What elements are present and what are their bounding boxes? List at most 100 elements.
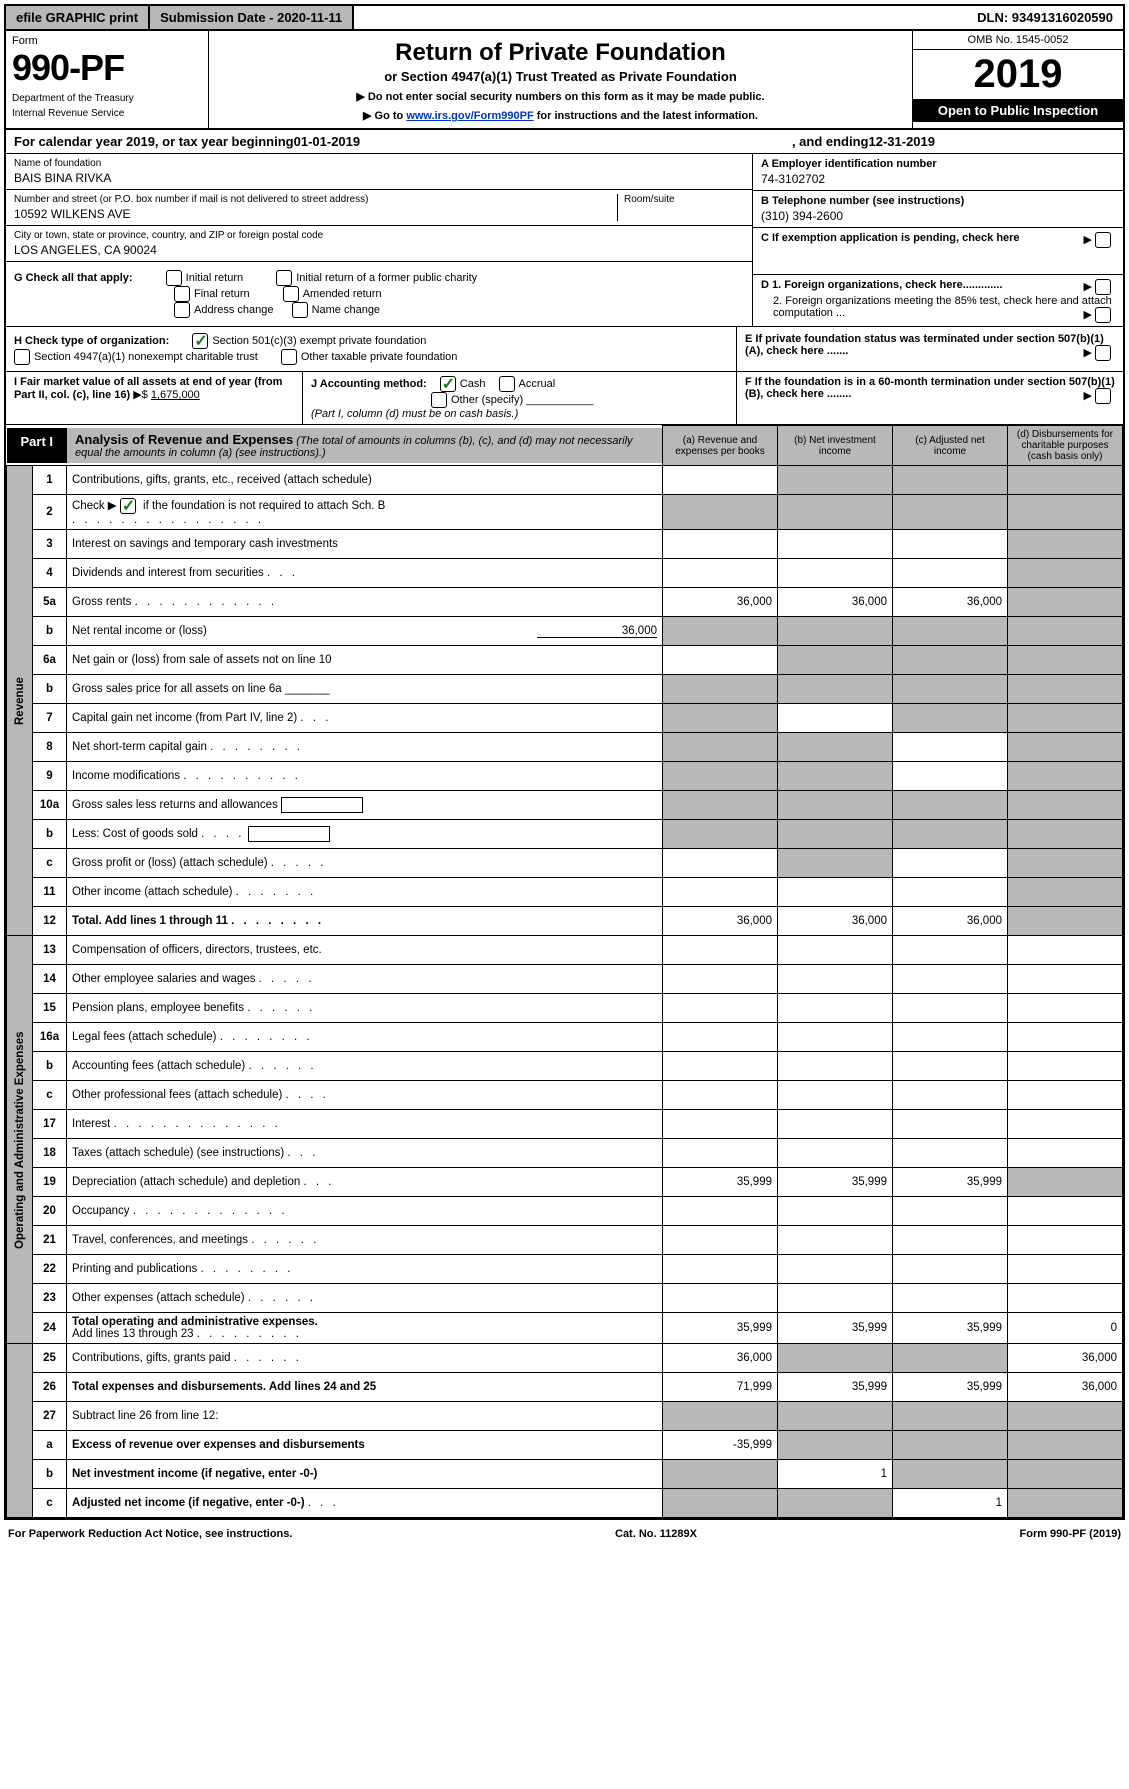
j-label: J Accounting method: [311, 378, 427, 390]
r16b-n: b [33, 1052, 67, 1081]
name-label: Name of foundation [14, 158, 744, 169]
r27-n: 27 [33, 1402, 67, 1431]
cash-check[interactable] [440, 376, 456, 392]
r19-n: 19 [33, 1168, 67, 1197]
name-change-check[interactable] [292, 302, 308, 318]
r26-d: Total expenses and disbursements. Add li… [67, 1373, 663, 1402]
r12-b: 36,000 [778, 907, 893, 936]
r1-n: 1 [33, 466, 67, 495]
initial-return-check[interactable] [166, 270, 182, 286]
address-change-check[interactable] [174, 302, 190, 318]
note-ssn: ▶ Do not enter social security numbers o… [219, 90, 902, 103]
r10a-d: Gross sales less returns and allowances [67, 791, 663, 820]
footer-mid: Cat. No. 11289X [615, 1528, 697, 1540]
r13-d: Compensation of officers, directors, tru… [67, 936, 663, 965]
r9-n: 9 [33, 762, 67, 791]
r10b-d: Less: Cost of goods sold . . . . [67, 820, 663, 849]
g-opt-4: Address change [194, 304, 274, 316]
info-left: Name of foundation BAIS BINA RIVKA Numbe… [6, 154, 752, 326]
r27-d: Subtract line 26 from line 12: [67, 1402, 663, 1431]
f-check[interactable] [1095, 388, 1111, 404]
submission-date: Submission Date - 2020-11-11 [150, 6, 354, 29]
d2-label: 2. Foreign organizations meeting the 85%… [773, 295, 1112, 319]
r4-d: Dividends and interest from securities .… [67, 559, 663, 588]
i-arrow: ▶$ [133, 389, 148, 401]
note-goto-pre: ▶ Go to [363, 110, 406, 122]
r3-d: Interest on savings and temporary cash i… [67, 530, 663, 559]
r5a-b: 36,000 [778, 588, 893, 617]
accrual-check[interactable] [499, 376, 515, 392]
r11-d: Other income (attach schedule) . . . . .… [67, 878, 663, 907]
expenses-label: Operating and Administrative Expenses [7, 936, 33, 1344]
city-value: LOS ANGELES, CA 90024 [14, 243, 744, 257]
e-check[interactable] [1095, 345, 1111, 361]
r14-n: 14 [33, 965, 67, 994]
r16c-d: Other professional fees (attach schedule… [67, 1081, 663, 1110]
amended-check[interactable] [283, 286, 299, 302]
ein-value: 74-3102702 [761, 172, 1115, 186]
r19-c: 35,999 [893, 1168, 1008, 1197]
r22-n: 22 [33, 1255, 67, 1284]
other-check[interactable] [431, 392, 447, 408]
header-center: Return of Private Foundation or Section … [209, 31, 912, 128]
form-word: Form [12, 35, 202, 47]
c-check[interactable] [1095, 232, 1111, 248]
r27c-c: 1 [893, 1489, 1008, 1518]
r5a-c: 36,000 [893, 588, 1008, 617]
r24-d: 0 [1008, 1313, 1123, 1344]
j-cell: J Accounting method: Cash Accrual Other … [303, 372, 736, 424]
r13-n: 13 [33, 936, 67, 965]
r20-d: Occupancy . . . . . . . . . . . . . [67, 1197, 663, 1226]
r15-d: Pension plans, employee benefits . . . .… [67, 994, 663, 1023]
r26-n: 26 [33, 1373, 67, 1402]
e-label: E If private foundation status was termi… [745, 333, 1104, 357]
i-value: 1,675,000 [151, 389, 200, 401]
part1-header-row: Part I Analysis of Revenue and Expenses … [7, 426, 1123, 466]
cal-begin: 01-01-2019 [294, 134, 361, 149]
d-cell: D 1. Foreign organizations, check here..… [753, 275, 1123, 323]
cal-end: 12-31-2019 [869, 134, 936, 149]
r20-n: 20 [33, 1197, 67, 1226]
j-accrual: Accrual [519, 378, 556, 390]
g-opt-3: Amended return [303, 288, 382, 300]
name-cell: Name of foundation BAIS BINA RIVKA [6, 154, 752, 190]
r25-a: 36,000 [663, 1344, 778, 1373]
footer: For Paperwork Reduction Act Notice, see … [0, 1524, 1129, 1544]
r7-n: 7 [33, 704, 67, 733]
r16a-d: Legal fees (attach schedule) . . . . . .… [67, 1023, 663, 1052]
d1-check[interactable] [1095, 279, 1111, 295]
r5a-d: Gross rents . . . . . . . . . . . . [67, 588, 663, 617]
h-other-check[interactable] [281, 349, 297, 365]
part1-table: Part I Analysis of Revenue and Expenses … [6, 425, 1123, 1518]
sch-b-check[interactable] [120, 498, 136, 514]
r24-n: 24 [33, 1313, 67, 1344]
h-501c3-check[interactable] [192, 333, 208, 349]
r12-n: 12 [33, 907, 67, 936]
g-row: G Check all that apply: Initial return I… [6, 262, 752, 326]
phone-label: B Telephone number (see instructions) [761, 195, 1115, 207]
form-number: 990-PF [12, 47, 202, 89]
header-left: Form 990-PF Department of the Treasury I… [6, 31, 209, 128]
r26-b: 35,999 [778, 1373, 893, 1402]
r22-d: Printing and publications . . . . . . . … [67, 1255, 663, 1284]
r17-n: 17 [33, 1110, 67, 1139]
initial-former-check[interactable] [276, 270, 292, 286]
r27a-a: -35,999 [663, 1431, 778, 1460]
irs-link[interactable]: www.irs.gov/Form990PF [406, 110, 533, 122]
d1-label: D 1. Foreign organizations, check here..… [761, 279, 1002, 291]
c-label: C If exemption application is pending, c… [761, 232, 1020, 244]
final-return-check[interactable] [174, 286, 190, 302]
form-subtitle: or Section 4947(a)(1) Trust Treated as P… [219, 69, 902, 84]
h-label: H Check type of organization: [14, 335, 169, 347]
r12-a: 36,000 [663, 907, 778, 936]
d2-check[interactable] [1095, 307, 1111, 323]
h-4947-check[interactable] [14, 349, 30, 365]
note-goto-post: for instructions and the latest informat… [537, 110, 758, 122]
r8-n: 8 [33, 733, 67, 762]
r19-b: 35,999 [778, 1168, 893, 1197]
room-label: Room/suite [624, 194, 744, 205]
r2-n: 2 [33, 495, 67, 530]
foundation-name: BAIS BINA RIVKA [14, 171, 744, 185]
r27a-n: a [33, 1431, 67, 1460]
r25-d: Contributions, gifts, grants paid . . . … [67, 1344, 663, 1373]
